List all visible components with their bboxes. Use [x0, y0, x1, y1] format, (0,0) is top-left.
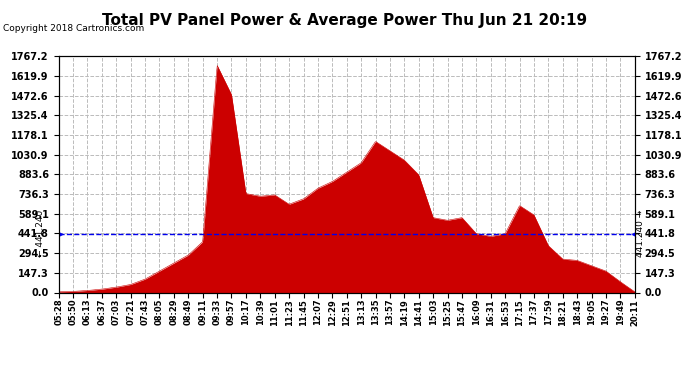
- Text: Copyright 2018 Cartronics.com: Copyright 2018 Cartronics.com: [3, 24, 145, 33]
- Text: 441.240 →: 441.240 →: [636, 210, 645, 257]
- Text: Total PV Panel Power & Average Power Thu Jun 21 20:19: Total PV Panel Power & Average Power Thu…: [102, 13, 588, 28]
- Text: ← 441.240: ← 441.240: [36, 210, 45, 257]
